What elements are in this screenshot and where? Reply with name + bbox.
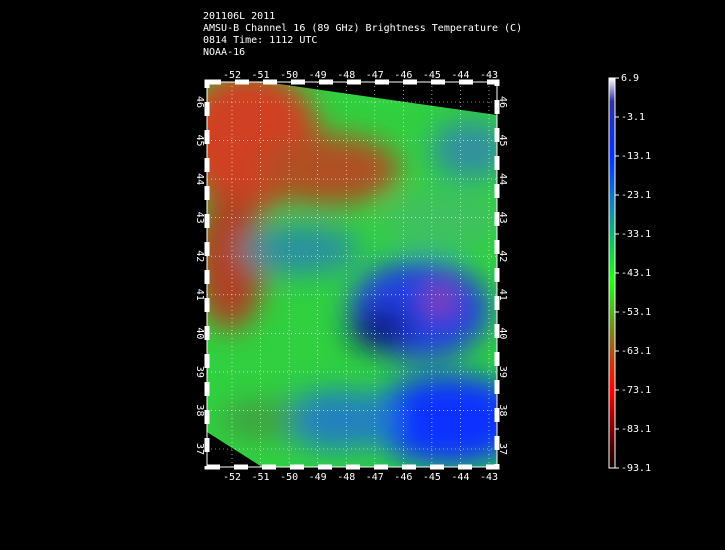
colorbar-label: -13.1: [621, 151, 651, 162]
lon-label-top: -45: [423, 70, 441, 81]
lat-label-left: 46: [194, 96, 205, 108]
colorbar: [608, 77, 616, 469]
colorbar-label: -43.1: [621, 268, 651, 279]
lat-label-left: 43: [194, 212, 205, 224]
lat-label-right: 40: [497, 327, 508, 339]
header-line: 201106L 2011: [203, 11, 275, 22]
colorbar-label: -33.1: [621, 229, 651, 240]
lon-label-bottom: -44: [451, 472, 469, 483]
lon-label-bottom: -47: [366, 472, 384, 483]
colorbar-label: -83.1: [621, 424, 651, 435]
lat-label-left: 39: [194, 366, 205, 378]
header-line: NOAA-16: [203, 47, 245, 58]
lon-label-bottom: -48: [337, 472, 355, 483]
lon-label-top: -47: [366, 70, 384, 81]
lon-label-bottom: -52: [223, 472, 241, 483]
lat-label-right: 42: [497, 250, 508, 262]
lon-label-top: -50: [280, 70, 298, 81]
lon-label-top: -43: [480, 70, 498, 81]
lon-label-top: -46: [394, 70, 412, 81]
lat-label-right: 44: [497, 173, 508, 185]
lon-label-bottom: -46: [394, 472, 412, 483]
lat-label-left: 40: [194, 327, 205, 339]
lon-label-top: -48: [337, 70, 355, 81]
lon-label-top: -44: [451, 70, 469, 81]
lat-label-right: 37: [497, 443, 508, 455]
lat-label-left: 37: [194, 443, 205, 455]
lat-label-left: 38: [194, 404, 205, 416]
lat-label-left: 41: [194, 289, 205, 301]
lat-label-left: 42: [194, 250, 205, 262]
colorbar-label: -63.1: [621, 346, 651, 357]
lon-label-top: -49: [309, 70, 327, 81]
lat-label-right: 46: [497, 96, 508, 108]
header-line: AMSU-B Channel 16 (89 GHz) Brightness Te…: [203, 23, 522, 34]
lat-label-right: 38: [497, 404, 508, 416]
lon-label-bottom: -43: [480, 472, 498, 483]
lon-label-bottom: -49: [309, 472, 327, 483]
brightness-field: [207, 82, 497, 467]
lon-label-top: -52: [223, 70, 241, 81]
lon-label-bottom: -51: [252, 472, 270, 483]
colorbar-label: -53.1: [621, 307, 651, 318]
lat-label-right: 43: [497, 212, 508, 224]
colorbar-label: -23.1: [621, 190, 651, 201]
lon-label-bottom: -50: [280, 472, 298, 483]
lat-label-right: 41: [497, 289, 508, 301]
colorbar-label: 6.9: [621, 73, 639, 84]
lon-label-bottom: -45: [423, 472, 441, 483]
grid: [207, 82, 497, 467]
lon-label-top: -51: [252, 70, 270, 81]
lat-label-left: 44: [194, 173, 205, 185]
colorbar-label: -93.1: [621, 463, 651, 474]
lat-label-right: 39: [497, 366, 508, 378]
colorbar-label: -3.1: [621, 112, 645, 123]
colorbar-label: -73.1: [621, 385, 651, 396]
lat-label-left: 45: [194, 135, 205, 147]
lat-label-right: 45: [497, 135, 508, 147]
header-line: 0814 Time: 1112 UTC: [203, 35, 317, 46]
map-border: [206, 81, 498, 468]
